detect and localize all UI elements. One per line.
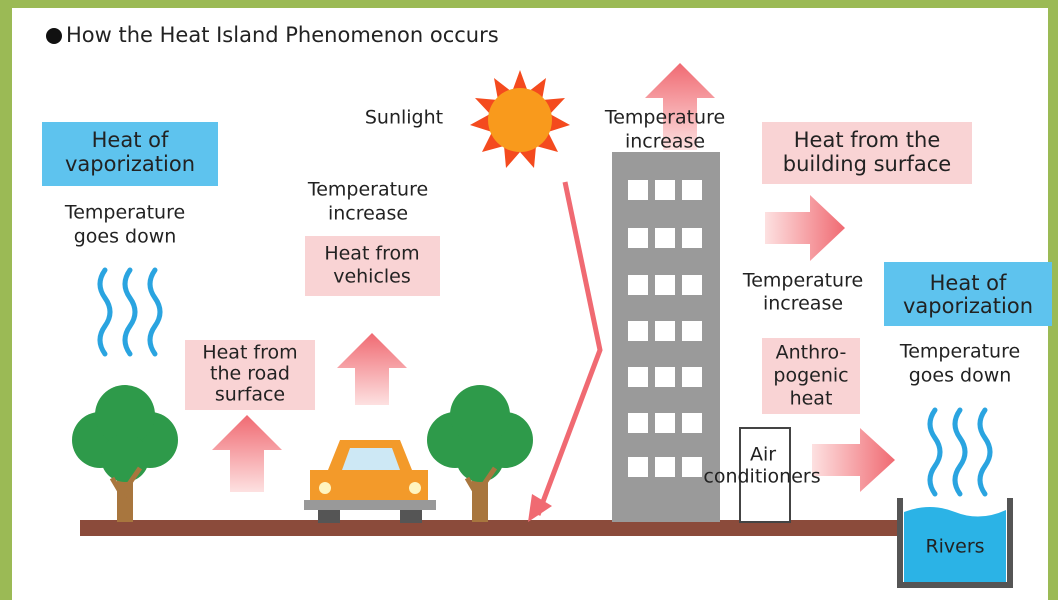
label: pogenic [773, 365, 848, 387]
label: Anthro- [776, 342, 847, 364]
label: Temperature [64, 202, 185, 224]
label: Heat from the [794, 128, 941, 152]
label: vehicles [333, 266, 411, 288]
label: goes down [909, 365, 1012, 387]
label: Temperature [307, 179, 428, 201]
label: heat [790, 388, 833, 410]
label: conditioners [703, 466, 820, 488]
label: Heat from [324, 243, 419, 265]
label: Temperature [899, 341, 1020, 363]
label: increase [763, 293, 843, 315]
diagram: How the Heat Island Phenomenon occurs [0, 0, 1058, 600]
label: Rivers [925, 536, 984, 558]
label: Heat of [92, 128, 169, 152]
label: vaporization [903, 294, 1033, 318]
label: building surface [783, 152, 951, 176]
label: vaporization [65, 152, 195, 176]
label: the road [210, 363, 290, 385]
label: Heat from [202, 342, 297, 364]
title: How the Heat Island Phenomenon occurs [66, 23, 499, 47]
label: Temperature [604, 107, 725, 129]
label: increase [625, 131, 705, 153]
label: Sunlight [365, 107, 443, 129]
label: increase [328, 203, 408, 225]
label: Heat of [930, 271, 1007, 295]
label: surface [215, 384, 285, 406]
label: Air [750, 444, 776, 466]
bullet [46, 28, 62, 44]
label: Temperature [742, 270, 863, 292]
label: goes down [74, 226, 177, 248]
